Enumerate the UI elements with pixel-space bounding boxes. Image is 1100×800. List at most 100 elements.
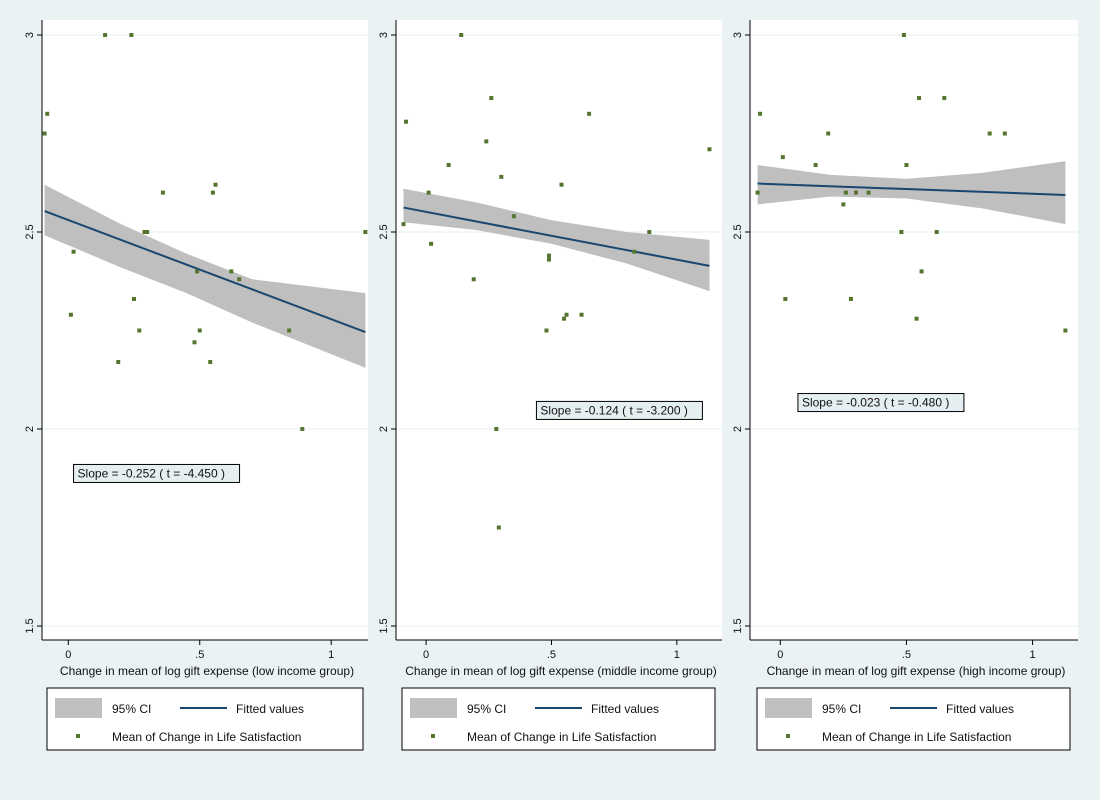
data-point [841, 202, 846, 207]
data-point [853, 190, 858, 195]
data-point [484, 139, 489, 144]
data-point [707, 147, 712, 152]
x-tick-label: 0 [65, 649, 71, 661]
data-point [213, 182, 218, 187]
data-point [210, 190, 215, 195]
x-tick-label: .5 [195, 649, 204, 661]
y-tick-label: 1.5 [24, 618, 36, 633]
legend-fitted-label: Fitted values [946, 702, 1014, 716]
data-point [489, 96, 494, 101]
data-point [826, 131, 831, 136]
legend-fitted-label: Fitted values [236, 702, 304, 716]
y-tick-label: 1.5 [378, 618, 390, 633]
fitted-line [757, 182, 1066, 196]
data-point [843, 190, 848, 195]
legend-ci-label: 95% CI [822, 702, 861, 716]
x-tick-label: 0 [777, 649, 783, 661]
x-tick-label: 1 [328, 649, 334, 661]
data-point [471, 277, 476, 282]
y-tick-label: 3 [732, 32, 744, 38]
data-point [564, 312, 569, 317]
y-tick-label: 2 [378, 426, 390, 432]
data-point [632, 249, 637, 254]
data-point [987, 131, 992, 136]
data-point [404, 119, 409, 124]
data-point [145, 230, 150, 234]
data-point [587, 111, 592, 116]
panel-3: 1.5 2 2.5 3 0 .5 1 Change in mean of log gift e… [732, 20, 1078, 678]
data-point [546, 257, 551, 262]
legend-ci-label: 95% CI [112, 702, 151, 716]
legend-ci-swatch [765, 698, 812, 718]
data-point [904, 163, 909, 168]
data-point [229, 269, 234, 274]
data-point [559, 182, 564, 187]
data-point [901, 33, 906, 37]
x-tick-label: 1 [1030, 649, 1036, 661]
data-point [496, 525, 501, 530]
data-point [899, 230, 904, 234]
slope-label: Slope = -0.023 ( t = -0.480 ) [802, 396, 949, 410]
data-point [71, 249, 76, 254]
data-point [755, 190, 760, 195]
legend-2: 95% CI Fitted values Mean of Change in Lif… [401, 687, 716, 751]
data-point [511, 214, 516, 219]
y-tick-label: 2.5 [732, 224, 744, 239]
ci-band [44, 184, 366, 368]
legend-point-swatch [76, 734, 80, 738]
x-axis-title: Change in mean of log gift expense (low … [60, 664, 354, 678]
ci-band [403, 188, 710, 292]
data-point [401, 222, 406, 227]
data-point [1063, 328, 1068, 333]
y-tick-label: 2.5 [378, 224, 390, 239]
legend-3: 95% CI Fitted values Mean of Change in Lif… [756, 687, 1071, 751]
data-point [866, 190, 871, 195]
data-point [116, 360, 121, 365]
data-point [758, 111, 763, 116]
fitted-line [403, 206, 710, 267]
data-point [783, 296, 788, 301]
data-point [917, 96, 922, 101]
data-point [192, 340, 197, 345]
data-point [429, 241, 434, 246]
data-point [459, 33, 464, 37]
x-axis-title: Change in mean of log gift expense (high… [767, 664, 1066, 678]
y-tick-label: 3 [24, 32, 36, 38]
data-point [499, 174, 504, 179]
x-tick-label: .5 [902, 649, 911, 661]
data-point [42, 131, 47, 136]
data-point [129, 33, 134, 37]
data-point [287, 328, 292, 333]
data-point [142, 230, 147, 234]
legend-ci-swatch [55, 698, 102, 718]
legends: 95% CI Fitted values Mean of Change in Lif… [46, 687, 1071, 751]
data-point [546, 253, 551, 258]
data-point [45, 111, 50, 116]
slope-label: Slope = -0.252 ( t = -4.450 ) [78, 466, 225, 480]
legend-1: 95% CI Fitted values Mean of Change in Lif… [46, 687, 364, 751]
legend-point-swatch [431, 734, 435, 738]
legend-fitted-label: Fitted values [591, 702, 659, 716]
data-point [780, 155, 785, 160]
panel-2: 1.5 2 2.5 3 0 .5 1 Change in mean of log gift e… [378, 20, 722, 678]
data-point [103, 33, 108, 37]
y-tick-label: 1.5 [732, 618, 744, 633]
legend-points-label: Mean of Change in Life Satisfaction [112, 730, 301, 744]
y-tick-label: 3 [378, 32, 390, 38]
slope-label: Slope = -0.124 ( t = -3.200 ) [540, 403, 687, 417]
data-point [848, 296, 853, 301]
legend-point-swatch [786, 734, 790, 738]
data-point [1002, 131, 1007, 136]
data-point [68, 312, 73, 317]
slope-box [73, 463, 241, 483]
slope-box [535, 400, 703, 420]
data-point [300, 427, 305, 431]
data-point [934, 230, 939, 234]
data-point [237, 277, 242, 282]
data-point [137, 328, 142, 333]
data-point [942, 96, 947, 101]
data-point [562, 316, 567, 321]
data-point [914, 316, 919, 321]
